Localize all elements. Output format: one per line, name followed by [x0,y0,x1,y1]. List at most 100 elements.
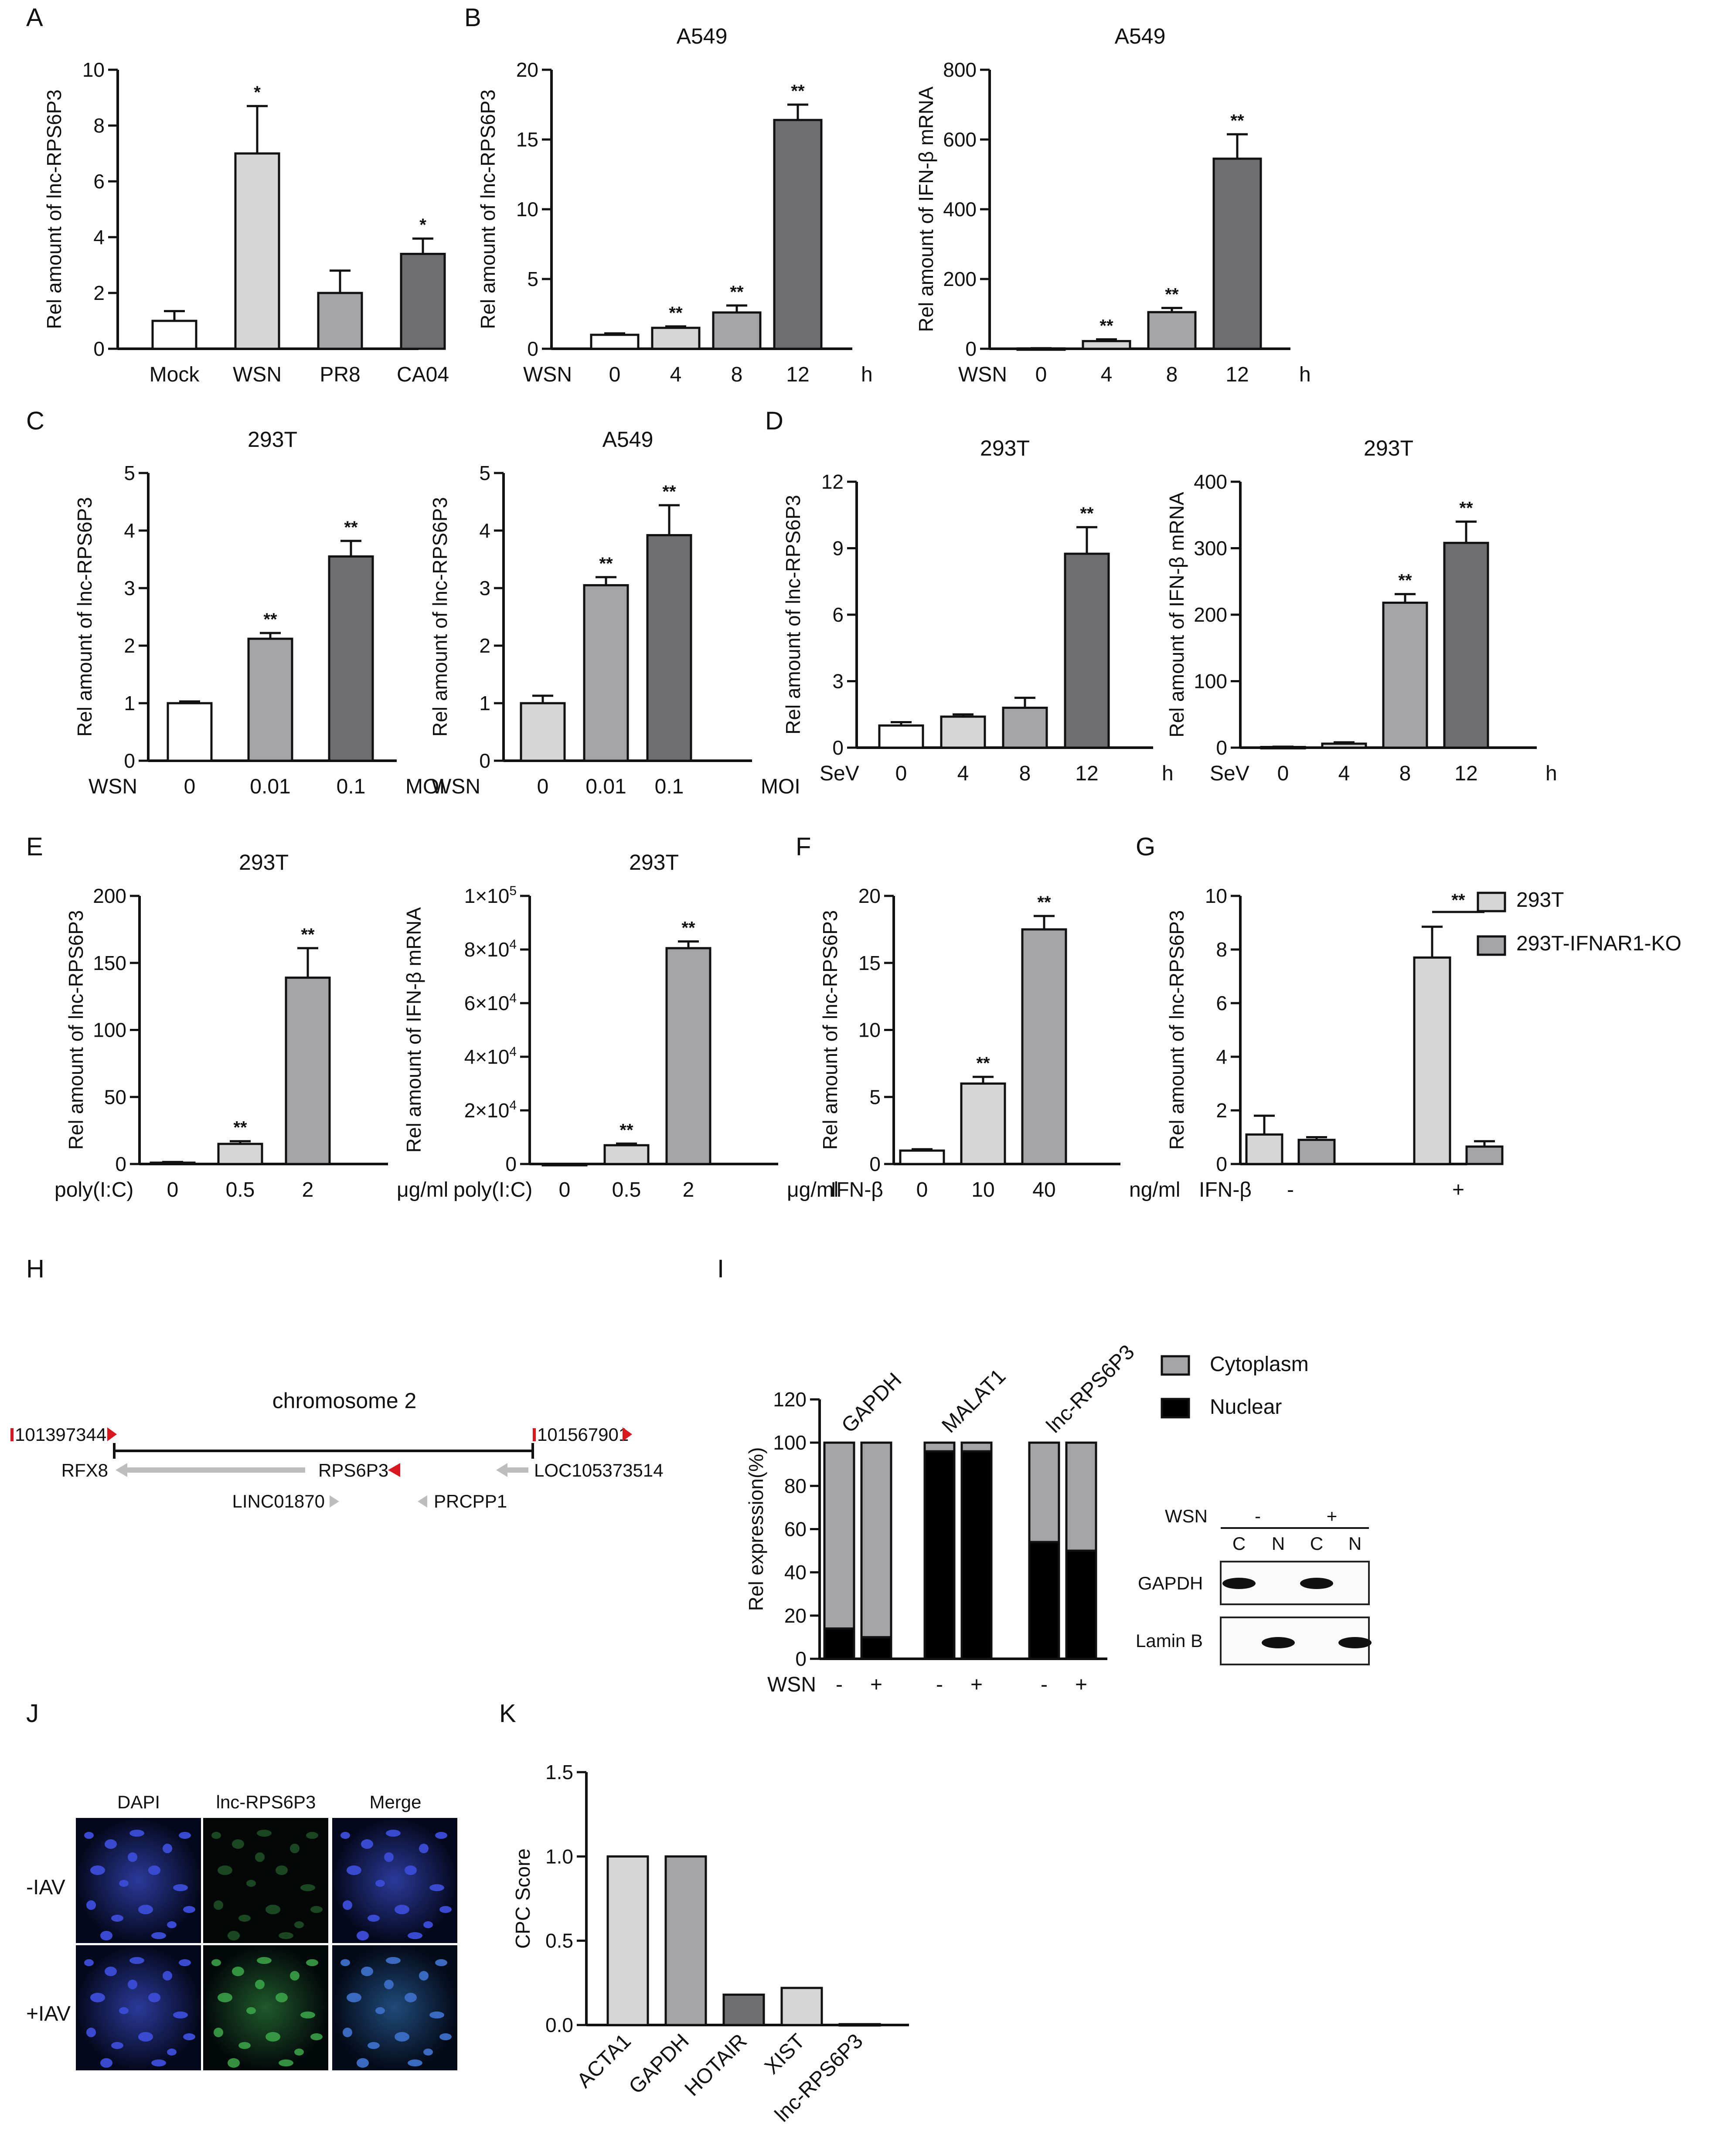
significance-d2-8: ** [1398,571,1412,590]
chart-f: 0 5 10 15 20 Rel amount of lnc-RPS6P3 IFN-β ng/… [796,833,1180,1201]
bar-i-nuclear-5 [1028,1541,1060,1660]
chart-a: 0 2 4 6 8 10 Rel amount of lnc-RPS6P3 A Mock * WSN… [26,3,449,386]
x-tick-label: 8 [731,363,743,386]
chart-b2: 0 200 400 600 800 Rel amount of IFN-β mRNA A54… [915,24,1311,386]
cell-nucleus [347,1993,361,2002]
chart-c2: 0 1 2 3 4 5 Rel amount of lnc-RPS6P3 A549 WSN MOI… [429,427,800,798]
cell-nucleus [257,1830,272,1837]
bar-b2-12 [1212,157,1262,350]
bar-b1-12 [773,119,823,350]
micro-col-dapi: DAPI [117,1792,160,1812]
micro-cells [84,1830,452,2068]
bar-d1-4 [940,715,986,749]
cell-nucleus [246,2007,256,2014]
cell-nucleus [148,1993,160,2002]
panel-label-g: G [1136,833,1155,861]
chart-d1: 0 3 6 9 12 Rel amount of lnc-RPS6P3 293T SeV h D 0… [765,407,1174,785]
bar-i-cytoplasm-5 [1028,1441,1060,1543]
micro-dapi-plus [76,1945,201,2070]
x-axis-title-c2: WSN [432,775,480,798]
bar-i-nuclear-6 [1065,1549,1097,1660]
cell-nucleus [340,1832,350,1839]
significance-b1-4: ** [669,303,683,323]
x-axis-title-e1: poly(I:C) [54,1178,133,1201]
bar-i-cytoplasm-1 [823,1441,855,1630]
chart-title-c2: A549 [602,427,654,452]
y-tick-label: 0 [115,1153,126,1175]
chart-title-c1: 293T [248,427,297,452]
cell-nucleus [266,2032,280,2042]
y-tick-label: 0 [479,749,490,772]
cell-nucleus [211,1959,221,1966]
band-gapdh-c1 [1222,1578,1256,1589]
legend-swatch-i-cytoplasm [1161,1355,1190,1376]
coord-tick-left-icon [10,1428,14,1441]
chart-title-b1: A549 [677,24,728,48]
chart-e2: 0 2×104 4×104 6×104 8×104 1×105 Rel amount of … [402,850,838,1201]
cell-nucleus [111,2042,123,2049]
cell-nucleus [405,1865,417,1875]
x-tick-label: 2 [683,1178,694,1201]
cell-nucleus [218,1865,232,1875]
x-tick-label: 4 [957,762,969,785]
micro-col-merge: Merge [369,1792,421,1812]
y-tick-label: 0 [505,1153,517,1175]
cell-nucleus [386,1957,401,1964]
significance-g: ** [1451,891,1465,910]
significance-a-wsn: * [254,83,261,102]
y-tick-label: 2 [479,634,490,657]
y-tick-label: 6 [93,170,105,193]
cell-nucleus [167,2049,177,2056]
y-axis-title-g: Rel amount of lnc-RPS6P3 [1165,910,1188,1150]
x-tick-label: 0 [895,762,907,785]
gene-prcpp1: PRCPP1 [434,1491,507,1511]
cell-nucleus [105,1839,117,1849]
y-axis-title-e2: Rel amount of IFN-β mRNA [402,907,425,1153]
cell-nucleus [276,1993,288,2002]
bar-b1-0 [590,334,640,350]
significance-f-40: ** [1037,893,1051,912]
blot-lane-4: N [1348,1533,1362,1554]
x-tick-label: 4 [1338,762,1350,785]
x-axis-title-d2: SeV [1210,762,1249,785]
cell-nucleus [290,1844,300,1853]
cell-nucleus [151,2059,166,2066]
cell-nucleus [163,1971,172,1981]
cell-nucleus [294,2049,304,2056]
legend-label-i-nuclear: Nuclear [1210,1395,1282,1419]
cell-nucleus [375,1880,385,1887]
x-unit-e2: μg/ml [787,1178,838,1201]
y-tick-label: 10 [1205,885,1227,907]
bar-f-10 [960,1082,1006,1165]
y-tick-label: 12 [821,470,844,493]
bar-i-cytoplasm-4 [960,1441,993,1453]
x-tick-label: 0.5 [612,1178,641,1201]
y-tick-label: 10 [82,58,105,81]
y-tick-label: 120 [773,1388,807,1411]
bar-k-acta1 [606,1855,649,2026]
y-tick-label: 4 [479,519,490,542]
x-tick-label: 12 [1225,363,1249,386]
cell-nucleus [105,1967,117,1976]
bar-c1-0-1 [328,555,374,762]
x-tick-label: 2 [302,1178,314,1201]
cell-nucleus [423,2049,433,2056]
cell-nucleus [361,1967,373,1976]
cell-nucleus [86,2028,96,2037]
cell-nucleus [368,1915,380,1922]
cell-nucleus [439,2033,452,2040]
cell-nucleus [238,2042,251,2049]
y-tick-label: 400 [943,198,977,221]
x-unit-c1: MOI [405,775,445,798]
chart-title-e1: 293T [239,850,289,875]
bar-g-293t-minus [1245,1133,1283,1165]
bar-e1-2 [285,977,331,1165]
cell-nucleus [183,2033,195,2040]
y-tick-label: 600 [943,128,977,151]
cell-nucleus [435,1832,447,1839]
x-tick-label: + [1075,1673,1087,1696]
bar-i-cytoplasm-2 [860,1441,892,1638]
x-tick-label: - [936,1673,943,1696]
legend-swatch-g-293t-ifnar1-ko [1477,935,1506,956]
bar-a-wsn [234,152,280,350]
